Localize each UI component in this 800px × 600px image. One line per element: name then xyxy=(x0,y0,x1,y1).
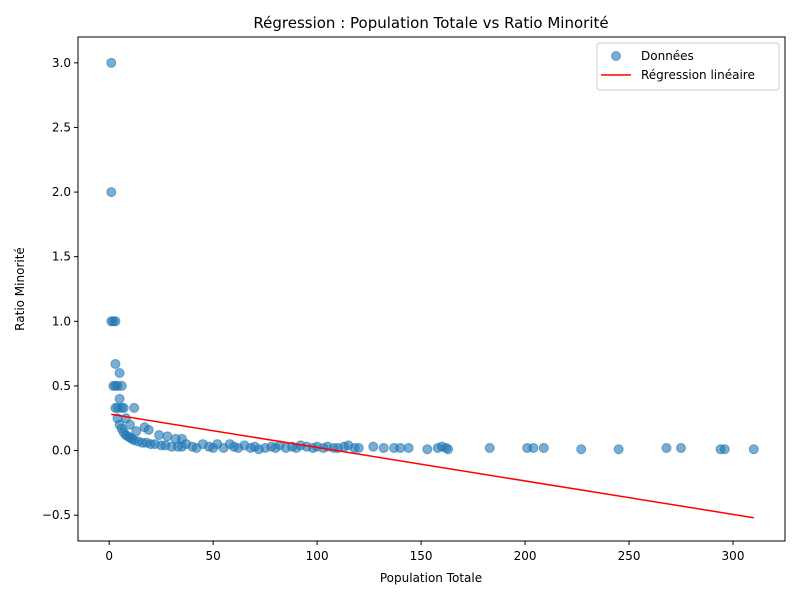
data-point xyxy=(661,442,672,453)
y-tick-label: 1.5 xyxy=(52,250,71,264)
y-tick-label: 1.0 xyxy=(52,314,71,328)
y-tick-label: 0.5 xyxy=(52,379,71,393)
data-point xyxy=(114,393,125,404)
x-tick-label: 200 xyxy=(514,549,537,563)
y-tick-label: 3.0 xyxy=(52,56,71,70)
x-tick-label: 250 xyxy=(618,549,641,563)
legend-marker-data xyxy=(611,51,621,61)
data-point xyxy=(368,441,379,452)
data-point xyxy=(395,442,406,453)
data-point xyxy=(114,368,125,378)
data-point xyxy=(378,442,389,453)
plot-frame xyxy=(77,36,786,542)
axes: 0 50 100 150 200 250 300 −0.5 0.0 0.5 1.0 1.5 2.0 2.5… xyxy=(42,56,745,563)
data-point xyxy=(576,444,587,455)
data-point xyxy=(748,444,759,455)
data-point xyxy=(116,380,127,391)
data-point xyxy=(443,444,454,455)
data-point xyxy=(106,57,117,68)
legend: Données Régression linéaire xyxy=(596,42,780,91)
x-tick-label: 0 xyxy=(105,549,113,563)
x-tick-label: 100 xyxy=(306,549,329,563)
x-tick-label: 150 xyxy=(410,549,433,563)
y-tick-label: 2.0 xyxy=(52,185,71,199)
y-tick-label: 0.0 xyxy=(52,444,71,458)
data-point xyxy=(124,419,135,430)
data-point xyxy=(143,424,154,435)
y-tick-label: −0.5 xyxy=(42,508,71,522)
data-point xyxy=(110,358,121,369)
x-tick-label: 300 xyxy=(722,549,745,563)
chart-title: Régression : Population Totale vs Ratio … xyxy=(253,14,608,32)
data-point xyxy=(613,444,624,455)
x-axis-label: Population Totale xyxy=(380,571,482,585)
y-tick-label: 2.5 xyxy=(52,120,71,134)
data-point xyxy=(403,442,414,453)
data-point xyxy=(528,442,539,453)
y-axis-label: Ratio Minorité xyxy=(13,247,27,331)
data-point xyxy=(129,402,140,413)
data-point xyxy=(110,316,121,327)
data-point xyxy=(106,187,117,198)
legend-label-data: Données xyxy=(641,49,694,63)
regression-line xyxy=(111,413,754,519)
data-point xyxy=(131,426,142,437)
legend-label-regression: Régression linéaire xyxy=(641,68,755,82)
x-tick-label: 50 xyxy=(206,549,221,563)
data-point xyxy=(484,442,495,453)
plot-area xyxy=(106,57,759,519)
data-point xyxy=(154,430,165,441)
data-point xyxy=(719,444,730,455)
data-point xyxy=(538,442,549,453)
legend-frame xyxy=(596,42,780,91)
data-point xyxy=(118,402,129,413)
data-point xyxy=(353,442,364,453)
data-point xyxy=(422,444,433,455)
data-point xyxy=(162,431,173,442)
data-point xyxy=(676,442,687,453)
